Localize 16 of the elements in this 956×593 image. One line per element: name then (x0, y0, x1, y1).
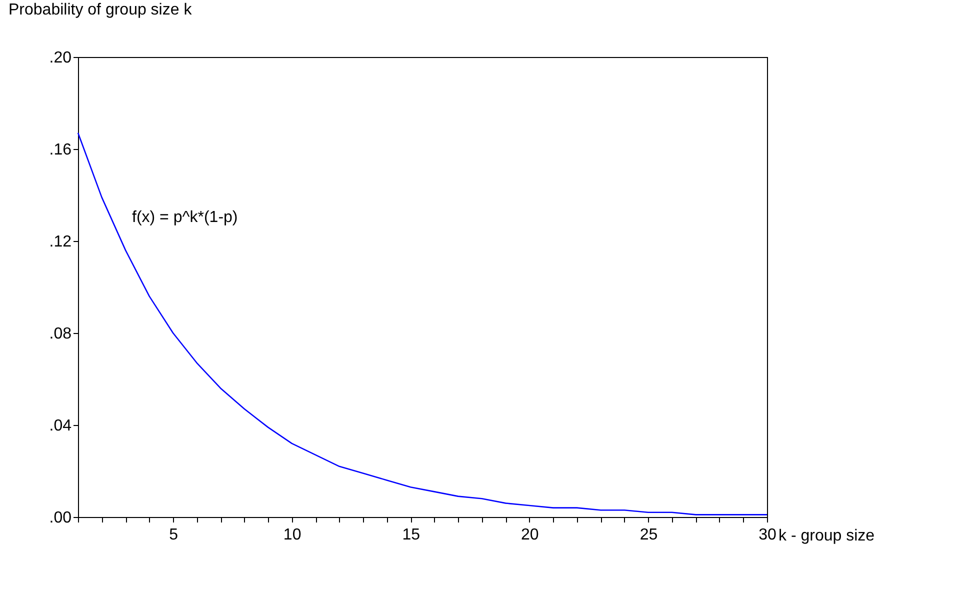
x-tick-label: 15 (402, 526, 420, 544)
x-tick-label: 10 (283, 526, 302, 544)
x-tick-label: 5 (169, 526, 178, 544)
annotation: f(x) = p^k*(1-p) (132, 209, 238, 226)
y-axis-title: Probability of group size k (8, 2, 193, 18)
y-tick-label: .16 (49, 142, 72, 158)
y-tick-label: .04 (49, 418, 72, 434)
y-tick-label: .00 (49, 510, 72, 526)
line-series (77, 132, 768, 516)
x-axis-title: k - group size (778, 528, 875, 544)
x-tick-label: 20 (521, 526, 539, 544)
y-tick-label: .20 (49, 50, 72, 66)
y-tick-label: .12 (49, 234, 72, 250)
x-tick-label: 25 (640, 526, 658, 544)
y-tick-label: .08 (49, 326, 72, 342)
x-tick-label: 30 (758, 526, 776, 544)
